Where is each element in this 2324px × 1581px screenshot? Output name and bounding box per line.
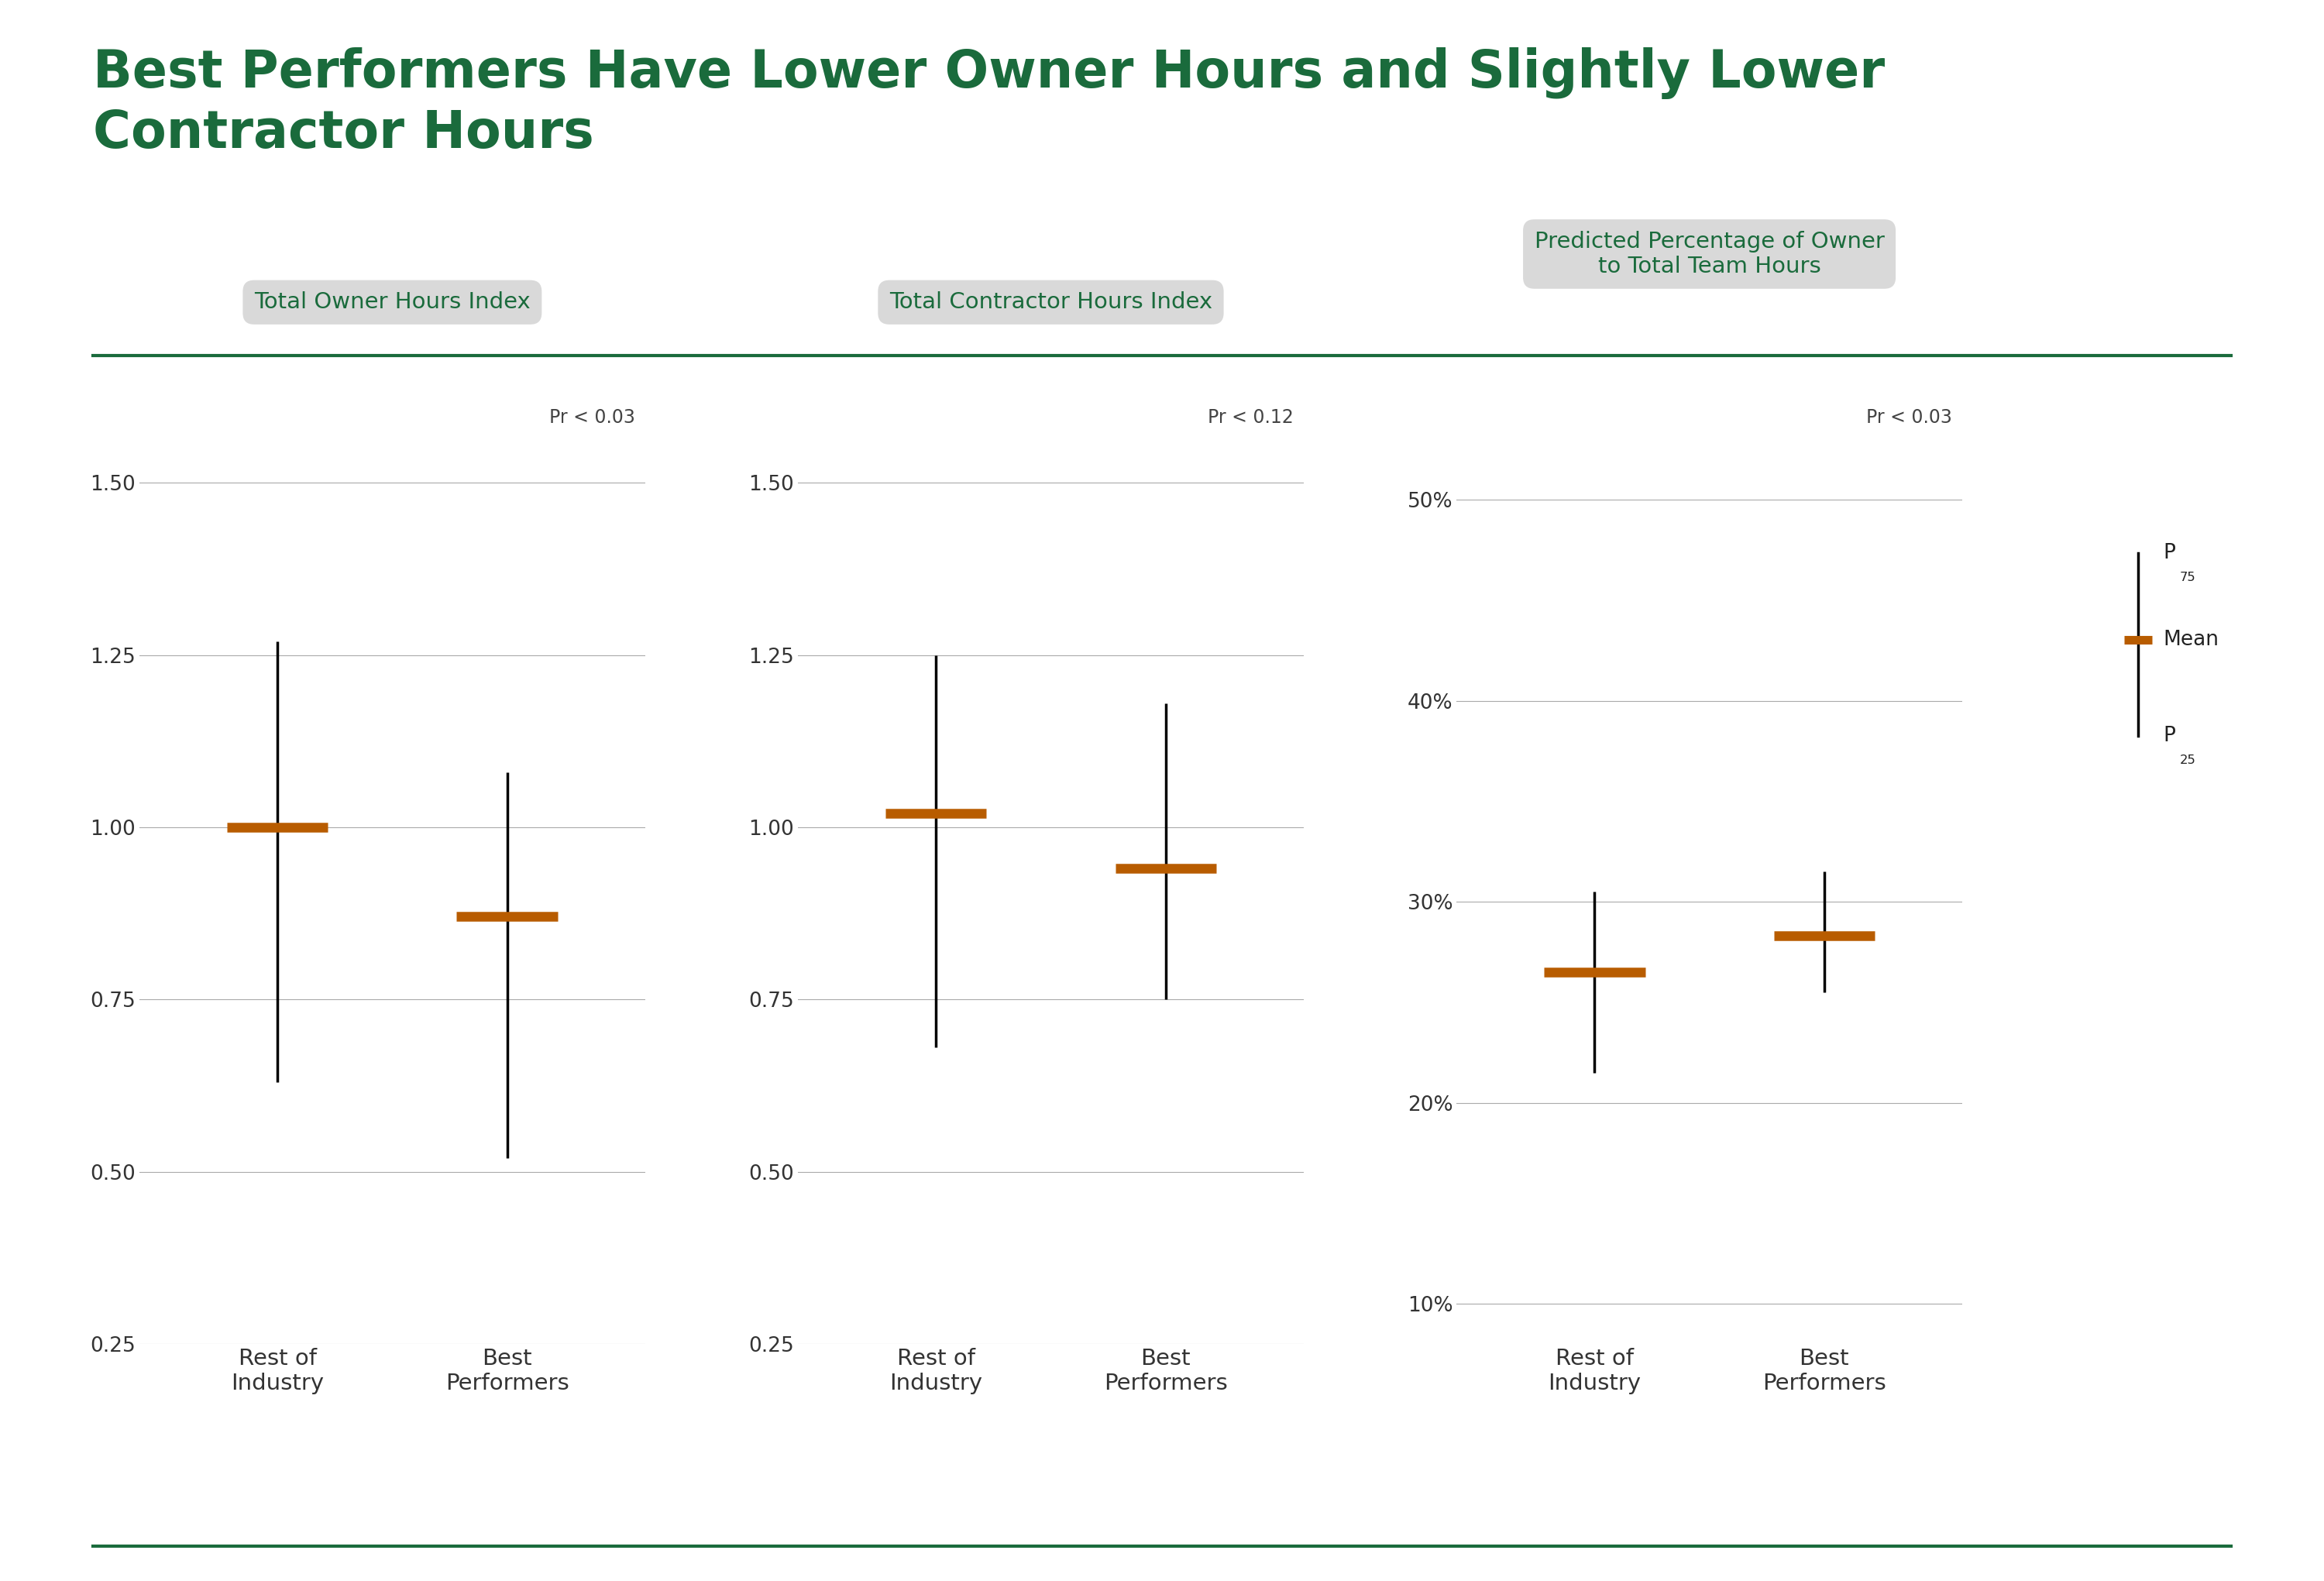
Text: Pr < 0.03: Pr < 0.03: [548, 408, 634, 427]
Text: Predicted Percentage of Owner
to Total Team Hours: Predicted Percentage of Owner to Total T…: [1534, 231, 1885, 277]
Text: Best Performers Have Lower Owner Hours and Slightly Lower
Contractor Hours: Best Performers Have Lower Owner Hours a…: [93, 47, 1885, 158]
Text: P: P: [2164, 542, 2175, 563]
Text: Pr < 0.12: Pr < 0.12: [1208, 408, 1294, 427]
Text: Pr < 0.03: Pr < 0.03: [1866, 408, 1952, 427]
Text: Total Owner Hours Index: Total Owner Hours Index: [253, 291, 530, 313]
Text: Total Contractor Hours Index: Total Contractor Hours Index: [890, 291, 1213, 313]
Text: P: P: [2164, 726, 2175, 746]
Text: 25: 25: [2180, 754, 2196, 767]
Text: Mean: Mean: [2164, 629, 2219, 650]
Text: 75: 75: [2180, 571, 2196, 583]
